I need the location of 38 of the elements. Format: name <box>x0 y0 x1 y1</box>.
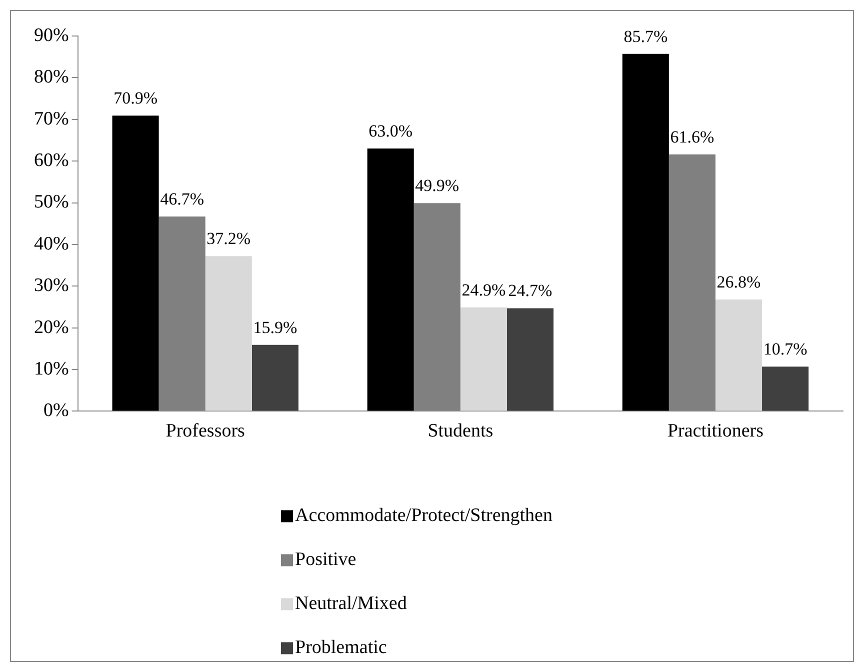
x-tick-label: Professors <box>166 420 245 442</box>
data-label: 63.0% <box>368 122 413 141</box>
data-label: 61.6% <box>670 127 714 146</box>
bar <box>367 148 414 411</box>
bar <box>205 256 252 411</box>
data-label: 10.7% <box>763 340 808 359</box>
y-tick-label: 90% <box>34 24 69 46</box>
bar <box>762 366 809 411</box>
y-tick-label: 20% <box>34 316 69 338</box>
x-tick-label: Students <box>428 420 494 442</box>
data-label: 24.9% <box>462 280 506 300</box>
y-tick-label: 50% <box>34 192 69 213</box>
legend-label: Neutral/Mixed <box>295 593 408 614</box>
y-tick-label: 10% <box>34 358 69 380</box>
data-label: 37.2% <box>206 229 251 248</box>
x-tick-label: Practitioners <box>667 420 764 442</box>
legend-label: Positive <box>295 549 356 570</box>
bar <box>622 54 669 411</box>
data-label: 49.9% <box>415 176 460 196</box>
data-label: 46.7% <box>160 189 204 208</box>
bar <box>506 308 554 411</box>
y-tick-label: 70% <box>34 108 69 130</box>
bar <box>252 344 298 411</box>
bar <box>715 299 762 411</box>
bar <box>112 116 159 411</box>
data-label: 70.9% <box>114 88 158 108</box>
y-tick-label: 30% <box>34 275 69 296</box>
bar <box>460 307 507 411</box>
data-label: 15.9% <box>253 318 298 337</box>
legend-label: Problematic <box>295 637 387 658</box>
data-label: 85.7% <box>624 26 668 46</box>
y-tick-label: 40% <box>34 233 69 254</box>
data-label: 26.8% <box>716 272 761 292</box>
legend-label: Accommodate/Protect/Strengthen <box>295 505 553 526</box>
y-tick-label: 0% <box>44 400 69 422</box>
y-tick-label: 60% <box>34 150 69 172</box>
y-tick-label: 80% <box>34 66 69 88</box>
data-label: 24.7% <box>508 281 552 300</box>
